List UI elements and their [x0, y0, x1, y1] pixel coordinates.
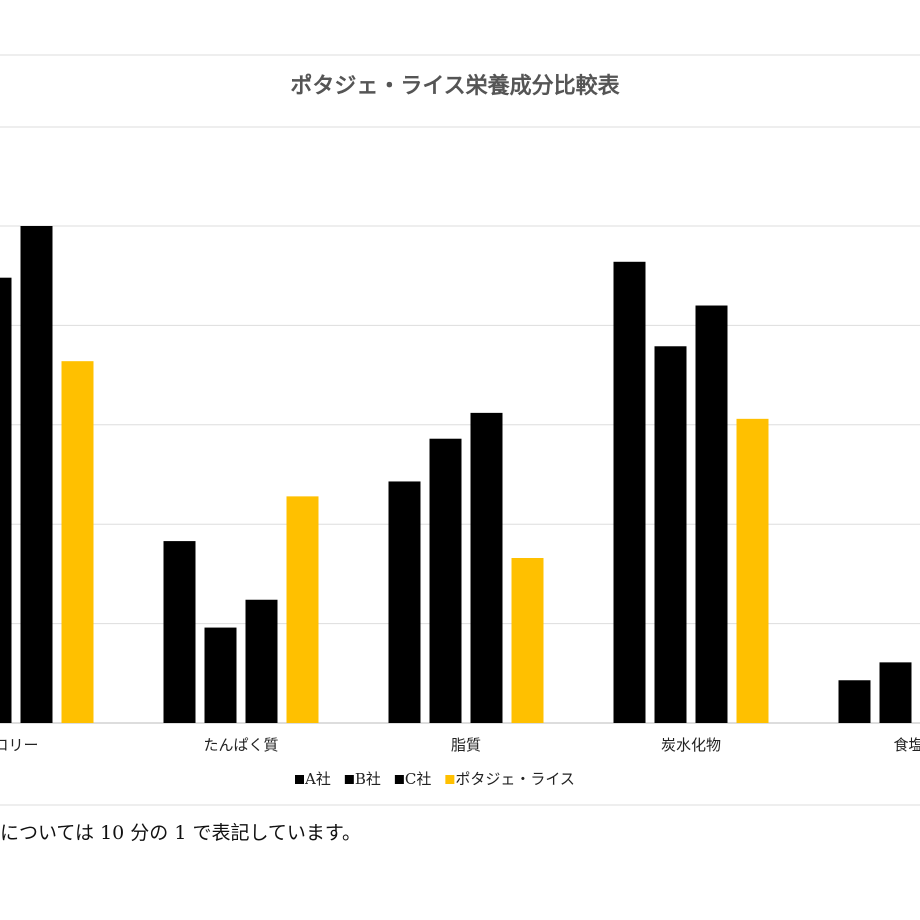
x-tick-label: ロリー: [0, 736, 39, 754]
bar: [429, 438, 462, 723]
legend-label: A社: [304, 770, 331, 788]
x-tick-label: たんぱく質: [203, 736, 278, 754]
bar: [245, 599, 278, 723]
bar: [736, 418, 769, 723]
x-tick-label: 食塩相: [893, 736, 920, 754]
x-tick-label: 脂質: [451, 736, 481, 754]
bar: [163, 541, 196, 723]
x-tick-label: 炭水化物: [661, 736, 721, 754]
bar: [654, 346, 687, 723]
legend-label: C社: [405, 770, 431, 788]
bar: [695, 305, 728, 723]
legend-label: ポタジェ・ライス: [455, 770, 575, 788]
legend-swatch: [394, 775, 404, 784]
legend-swatch: [295, 775, 304, 784]
legend-swatch: [445, 775, 455, 784]
legend-swatch: [344, 775, 354, 784]
bar: [470, 412, 503, 723]
bar: [286, 496, 319, 723]
bar: [511, 557, 544, 723]
bar: [0, 277, 12, 723]
bar: [20, 226, 53, 723]
bar: [613, 261, 646, 723]
bar: [204, 627, 237, 723]
bar: [879, 662, 912, 723]
bar: [61, 361, 94, 723]
legend-label: B社: [355, 770, 381, 788]
chart-title: ポタジェ・ライス栄養成分比較表: [290, 73, 620, 99]
bar: [838, 680, 871, 723]
footnote: については 10 分の 1 で表記しています。: [0, 822, 361, 844]
bar: [388, 481, 421, 723]
